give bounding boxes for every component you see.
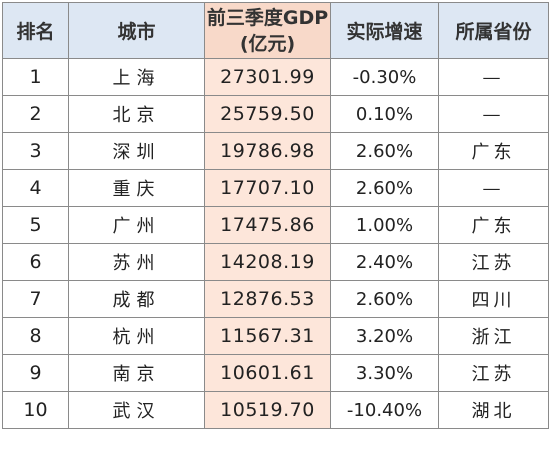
city-cell: 上海	[68, 58, 205, 96]
rank-cell: 10	[2, 391, 69, 429]
city-cell: 杭州	[68, 317, 205, 355]
header-row: 排名 城市 前三季度GDP (亿元) 实际增速 所属省份	[2, 2, 549, 59]
header-growth: 实际增速	[330, 2, 439, 59]
rank-cell: 8	[2, 317, 69, 355]
province-cell: —	[438, 58, 549, 96]
city-cell: 重庆	[68, 169, 205, 207]
province-cell: 江苏	[438, 243, 549, 281]
gdp-cell: 27301.99	[204, 58, 331, 96]
rank-cell: 6	[2, 243, 69, 281]
header-province: 所属省份	[438, 2, 549, 59]
table-row: 8 杭州 11567.31 3.20% 浙江	[2, 317, 549, 355]
growth-cell: -0.30%	[330, 58, 439, 96]
gdp-cell: 10601.61	[204, 354, 331, 392]
header-gdp-line2: (亿元)	[239, 32, 296, 55]
growth-cell: 1.00%	[330, 206, 439, 244]
growth-cell: 3.20%	[330, 317, 439, 355]
growth-cell: 2.60%	[330, 280, 439, 318]
province-cell: 广东	[438, 132, 549, 170]
province-cell: 浙江	[438, 317, 549, 355]
growth-cell: 2.60%	[330, 132, 439, 170]
city-cell: 成都	[68, 280, 205, 318]
city-cell: 北京	[68, 95, 205, 133]
table-row: 4 重庆 17707.10 2.60% —	[2, 169, 549, 207]
table-row: 2 北京 25759.50 0.10% —	[2, 95, 549, 133]
province-cell: 湖北	[438, 391, 549, 429]
table-row: 9 南京 10601.61 3.30% 江苏	[2, 354, 549, 392]
gdp-cell: 14208.19	[204, 243, 331, 281]
growth-cell: 2.40%	[330, 243, 439, 281]
gdp-cell: 19786.98	[204, 132, 331, 170]
table-row: 3 深圳 19786.98 2.60% 广东	[2, 132, 549, 170]
province-cell: 广东	[438, 206, 549, 244]
rank-cell: 4	[2, 169, 69, 207]
city-cell: 广州	[68, 206, 205, 244]
province-cell: —	[438, 95, 549, 133]
header-rank: 排名	[2, 2, 69, 59]
growth-cell: -10.40%	[330, 391, 439, 429]
rank-cell: 9	[2, 354, 69, 392]
province-cell: —	[438, 169, 549, 207]
header-gdp: 前三季度GDP (亿元)	[204, 2, 331, 59]
city-cell: 武汉	[68, 391, 205, 429]
table-row: 1 上海 27301.99 -0.30% —	[2, 58, 549, 96]
header-city: 城市	[68, 2, 205, 59]
province-cell: 江苏	[438, 354, 549, 392]
growth-cell: 2.60%	[330, 169, 439, 207]
gdp-cell: 25759.50	[204, 95, 331, 133]
growth-cell: 3.30%	[330, 354, 439, 392]
gdp-cell: 12876.53	[204, 280, 331, 318]
city-cell: 苏州	[68, 243, 205, 281]
header-gdp-line1: 前三季度GDP	[206, 6, 329, 29]
gdp-cell: 10519.70	[204, 391, 331, 429]
gdp-cell: 17475.86	[204, 206, 331, 244]
table-row: 10 武汉 10519.70 -10.40% 湖北	[2, 391, 549, 429]
table-row: 5 广州 17475.86 1.00% 广东	[2, 206, 549, 244]
rank-cell: 2	[2, 95, 69, 133]
rank-cell: 3	[2, 132, 69, 170]
rank-cell: 5	[2, 206, 69, 244]
gdp-cell: 17707.10	[204, 169, 331, 207]
table-row: 6 苏州 14208.19 2.40% 江苏	[2, 243, 549, 281]
city-cell: 深圳	[68, 132, 205, 170]
gdp-ranking-table: 排名 城市 前三季度GDP (亿元) 实际增速 所属省份 1 上海 27301.…	[2, 2, 549, 429]
growth-cell: 0.10%	[330, 95, 439, 133]
table-row: 7 成都 12876.53 2.60% 四川	[2, 280, 549, 318]
city-cell: 南京	[68, 354, 205, 392]
rank-cell: 1	[2, 58, 69, 96]
province-cell: 四川	[438, 280, 549, 318]
gdp-cell: 11567.31	[204, 317, 331, 355]
rank-cell: 7	[2, 280, 69, 318]
